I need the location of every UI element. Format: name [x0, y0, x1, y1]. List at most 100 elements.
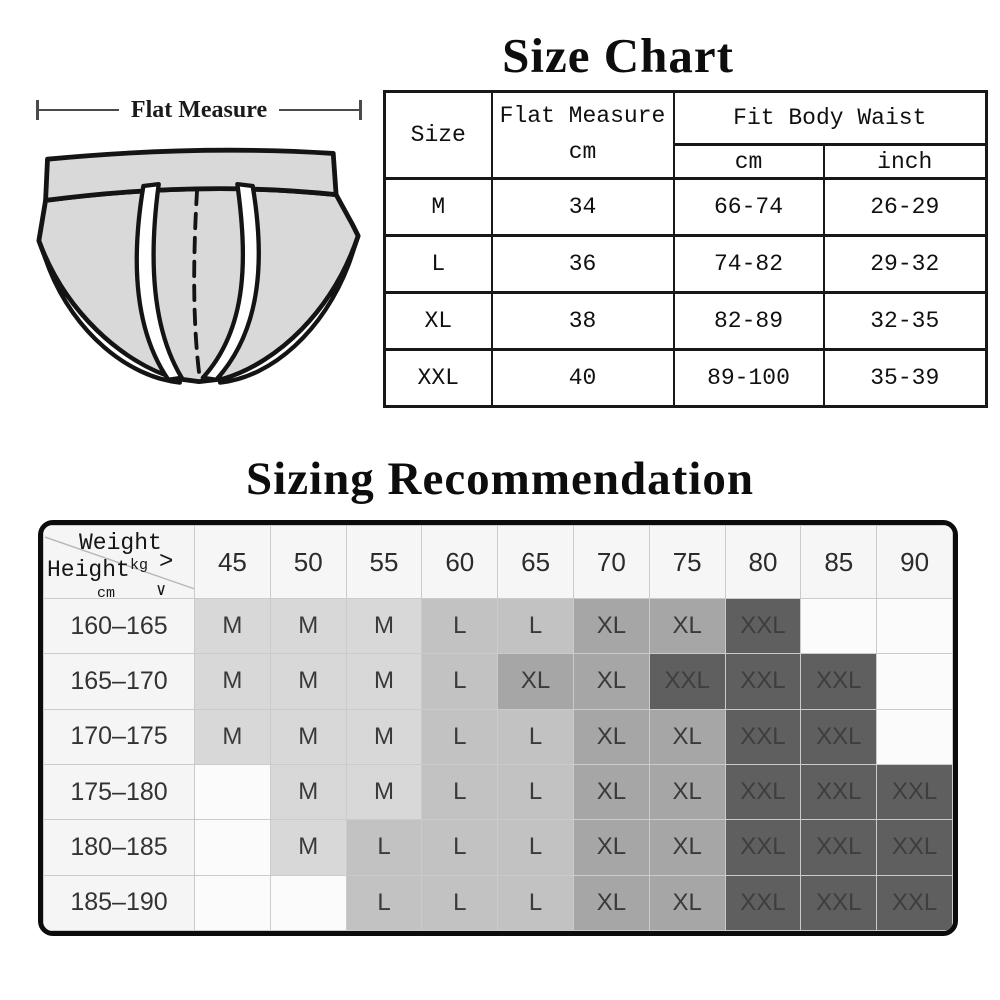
- sizing-matrix: Weight kg > Height cm ∨ 45 50 55 60 65 70 75 80…: [38, 520, 958, 936]
- matrix-row: 180–185 M L L L XL XL XXL XXL XXL: [43, 819, 953, 876]
- matrix-corner-cell: Weight kg > Height cm ∨: [43, 525, 195, 602]
- size-recommendation-cell: [876, 653, 953, 710]
- weight-header-cell: 75: [648, 525, 726, 599]
- size-chart-row: XXL 40 89-100 35-39: [383, 348, 988, 408]
- size-recommendation-cell: XXL: [800, 763, 878, 821]
- weight-direction-arrow-icon: >: [159, 549, 174, 576]
- size-recommendation-cell: XXL: [800, 874, 878, 931]
- size-recommendation-cell: [194, 763, 271, 821]
- size-cell: XXL: [383, 348, 493, 408]
- size-recommendation-cell: L: [497, 597, 574, 655]
- size-recommendation-cell: L: [497, 763, 574, 821]
- size-recommendation-cell: XL: [572, 653, 650, 710]
- size-recommendation-cell: L: [497, 708, 574, 765]
- size-chart-title: Size Chart: [502, 28, 734, 83]
- size-chart-header-row: Size Flat Measure cm Fit Body Waist: [383, 90, 988, 180]
- size-recommendation-cell: XXL: [724, 597, 802, 655]
- dimension-line-left: [39, 108, 119, 112]
- briefs-center-dashed-line: [192, 187, 202, 382]
- flat-measure-cell: 36: [490, 234, 675, 294]
- size-recommendation-cell: XL: [572, 708, 650, 765]
- size-recommendation-cell: [876, 708, 953, 765]
- size-recommendation-cell: XL: [572, 819, 650, 876]
- weight-header-cell: 80: [724, 525, 802, 599]
- size-recommendation-cell: M: [345, 653, 423, 710]
- briefs-icon: [36, 147, 361, 385]
- size-recommendation-cell: XXL: [724, 708, 802, 765]
- waist-inch-header: inch: [822, 143, 988, 180]
- waist-inch-cell: 29-32: [822, 234, 988, 294]
- size-recommendation-cell: M: [269, 708, 347, 765]
- height-unit-label: cm: [97, 585, 116, 602]
- size-recommendation-cell: M: [194, 653, 271, 710]
- waist-cm-cell: 89-100: [672, 348, 825, 408]
- flat-measure-cell: 40: [490, 348, 675, 408]
- size-recommendation-cell: XL: [648, 763, 726, 821]
- weight-header-cell: 70: [572, 525, 650, 599]
- size-recommendation-cell: M: [269, 819, 347, 876]
- size-recommendation-cell: M: [345, 763, 423, 821]
- size-recommendation-cell: XXL: [724, 819, 802, 876]
- size-chart-row: L 36 74-82 29-32: [383, 234, 988, 294]
- size-recommendation-cell: L: [421, 763, 499, 821]
- height-label-cell: 160–165: [43, 597, 195, 655]
- flat-measure-dimension-line: Flat Measure: [36, 96, 362, 124]
- fit-body-waist-header: Fit Body Waist: [672, 90, 988, 146]
- weight-header-cell: 85: [800, 525, 878, 599]
- size-recommendation-cell: [800, 597, 878, 655]
- height-label-cell: 170–175: [43, 708, 195, 765]
- dimension-tick-left-icon: [36, 100, 39, 120]
- size-recommendation-cell: XXL: [876, 819, 953, 876]
- size-recommendation-cell: XXL: [724, 874, 802, 931]
- size-recommendation-cell: [269, 874, 347, 931]
- size-recommendation-cell: XL: [648, 819, 726, 876]
- size-recommendation-cell: L: [421, 597, 499, 655]
- weight-unit-label: kg: [130, 557, 149, 574]
- waist-cm-cell: 66-74: [672, 177, 825, 237]
- matrix-row: 170–175 M M M L L XL XL XXL XXL: [43, 708, 953, 765]
- sizing-recommendation-title: Sizing Recommendation: [246, 453, 754, 505]
- size-recommendation-cell: XL: [648, 874, 726, 931]
- flat-measure-label: Flat Measure: [130, 97, 268, 123]
- size-recommendation-cell: XL: [572, 763, 650, 821]
- size-chart-table: Size Flat Measure cm Fit Body Waist cm i…: [383, 90, 989, 408]
- weight-header-cell: 65: [497, 525, 574, 599]
- flat-measure-cell: 34: [490, 177, 675, 237]
- size-recommendation-cell: L: [497, 819, 574, 876]
- briefs-left-leg-trim: [36, 238, 182, 385]
- size-recommendation-cell: M: [269, 763, 347, 821]
- briefs-right-leg-trim: [217, 233, 361, 385]
- weight-axis-label: Weight: [79, 530, 162, 556]
- size-recommendation-cell: XXL: [876, 763, 953, 821]
- waist-inch-cell: 26-29: [822, 177, 988, 237]
- diagonal-divider-line: [44, 536, 194, 590]
- dimension-tick-right-icon: [359, 100, 362, 120]
- height-direction-arrow-icon: ∨: [156, 582, 167, 601]
- size-recommendation-cell: L: [421, 874, 499, 931]
- briefs-waistband: [43, 147, 339, 203]
- size-chart-subheader-row: cm inch: [385, 143, 988, 180]
- waist-cm-cell: 74-82: [672, 234, 825, 294]
- size-recommendation-cell: XXL: [800, 708, 878, 765]
- size-cell: XL: [383, 291, 493, 351]
- size-recommendation-cell: [194, 874, 271, 931]
- height-label-cell: 185–190: [43, 874, 195, 931]
- size-recommendation-cell: XL: [572, 874, 650, 931]
- size-recommendation-cell: L: [497, 874, 574, 931]
- matrix-row: 185–190 L L L XL XL XXL XXL XXL: [43, 874, 953, 931]
- size-recommendation-cell: [194, 819, 271, 876]
- size-recommendation-cell: M: [269, 653, 347, 710]
- weight-header-cell: 50: [269, 525, 347, 599]
- size-recommendation-cell: M: [345, 708, 423, 765]
- waist-inch-cell: 35-39: [822, 348, 988, 408]
- size-recommendation-cell: XXL: [800, 819, 878, 876]
- waist-cm-header: cm: [672, 143, 825, 180]
- flat-measure-header-unit: cm: [568, 139, 597, 165]
- briefs-left-pouch-seam: [134, 181, 184, 382]
- briefs-body: [36, 186, 361, 385]
- matrix-row: 160–165 M M M L L XL XL XXL: [43, 597, 953, 655]
- waist-inch-cell: 32-35: [822, 291, 988, 351]
- waist-cm-cell: 82-89: [672, 291, 825, 351]
- weight-header-cell: 45: [194, 525, 271, 599]
- briefs-right-pouch-seam: [200, 181, 261, 382]
